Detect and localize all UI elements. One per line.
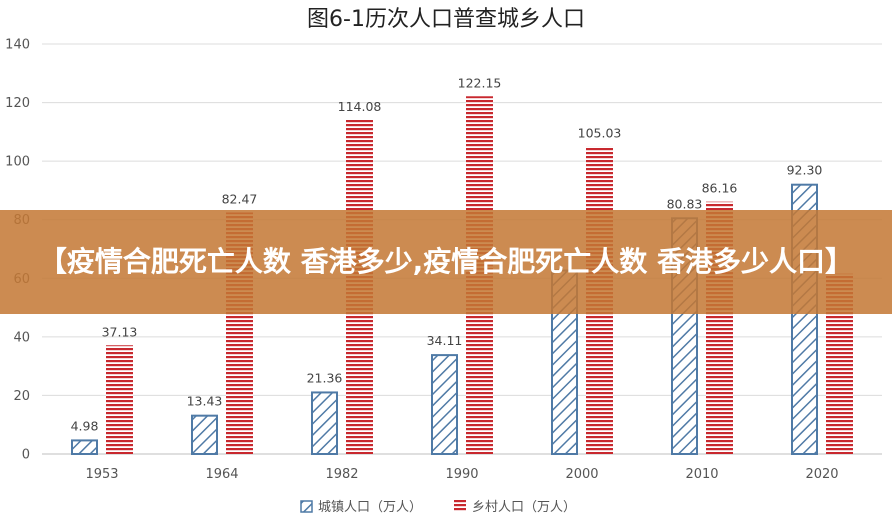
data-label: 80.83 [667, 196, 703, 211]
data-label: 105.03 [578, 125, 622, 140]
data-label: 21.36 [307, 370, 343, 385]
x-tick-label: 1953 [85, 467, 118, 482]
data-labels: 4.98 37.13 13.43 82.47 21.36 114.08 34.11 122.1… [71, 75, 823, 433]
x-tick-label: 1990 [445, 467, 478, 482]
data-label: 122.15 [458, 75, 502, 90]
data-label: 37.13 [102, 324, 138, 339]
data-label: 114.08 [338, 99, 382, 114]
urban-bar [431, 354, 458, 455]
data-label: 86.16 [702, 181, 738, 196]
chart-title: 图6-1历次人口普查城乡人口 [307, 7, 585, 32]
y-tick-label: 40 [13, 330, 30, 345]
urban-bar [71, 439, 98, 455]
y-tick-label: 120 [5, 96, 30, 111]
data-label: 82.47 [222, 191, 258, 206]
data-label: 13.43 [187, 394, 223, 409]
data-label: 4.98 [71, 418, 99, 433]
x-tick-label: 1964 [205, 467, 238, 482]
urban-bar [311, 391, 338, 455]
rural-bar [106, 345, 133, 454]
urban-bar [191, 414, 218, 455]
legend-swatch-rural [454, 500, 466, 512]
y-tick-label: 140 [5, 38, 30, 53]
data-label: 92.30 [787, 163, 823, 178]
x-tick-label: 2010 [685, 467, 718, 482]
y-tick-label: 20 [13, 389, 30, 404]
legend-swatch-urban [300, 500, 313, 513]
y-tick-label: 0 [22, 448, 30, 463]
y-tick-label: 100 [5, 155, 30, 170]
legend-label-rural: 乡村人口（万人） [472, 500, 576, 515]
x-tick-label: 2000 [565, 467, 598, 482]
x-tick-label: 1982 [325, 467, 358, 482]
data-label: 34.11 [427, 333, 463, 348]
overlay-banner-text: 【疫情合肥死亡人数 香港多少,疫情合肥死亡人数 香港多少人口】 [38, 245, 854, 278]
legend: 城镇人口（万人） 乡村人口（万人） [300, 500, 576, 515]
bars [71, 96, 853, 455]
legend-label-urban: 城镇人口（万人） [318, 500, 422, 515]
x-tick-label: 2020 [805, 467, 838, 482]
overlay-banner: 【疫情合肥死亡人数 香港多少,疫情合肥死亡人数 香港多少人口】 [0, 210, 892, 314]
axes: 0204060801001201401953196419821990200020… [5, 38, 882, 482]
